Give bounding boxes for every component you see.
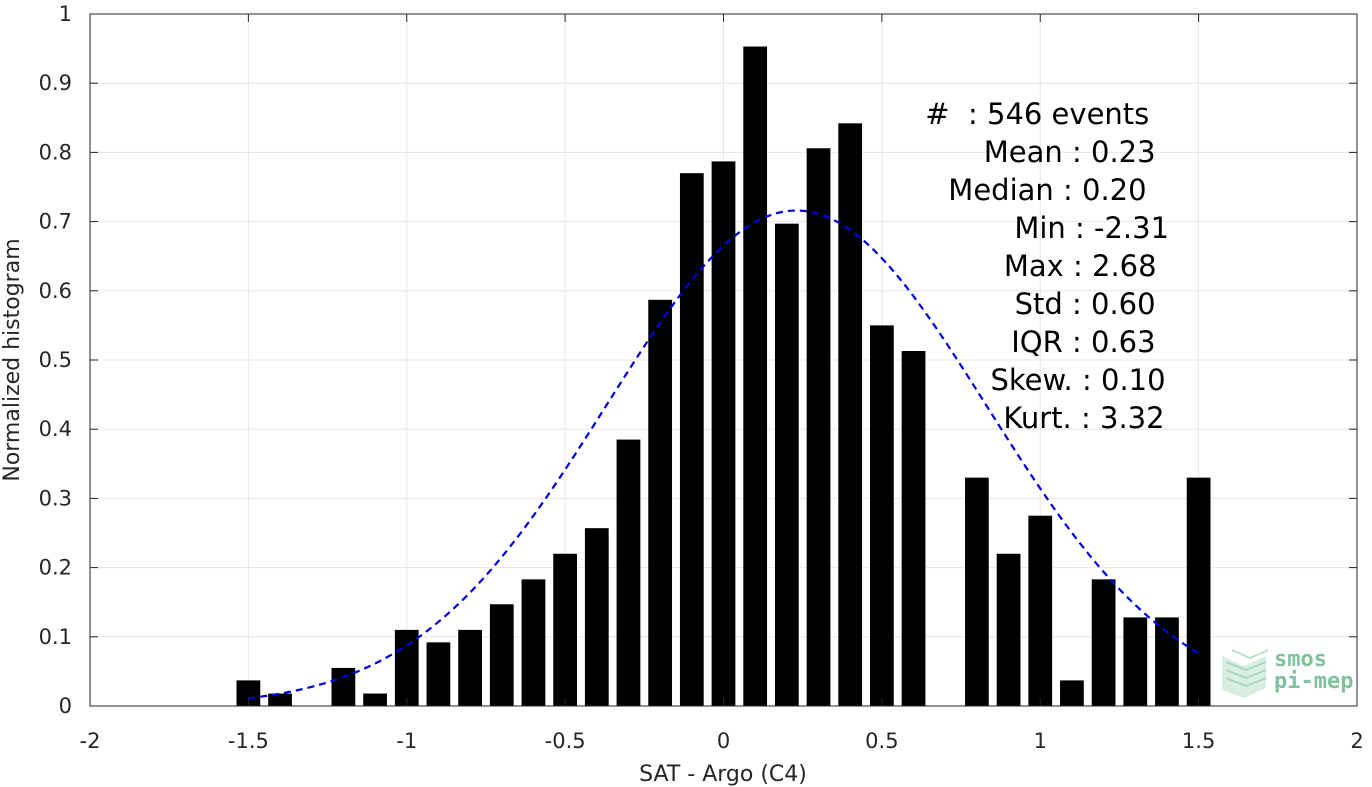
stats-skew-label: Skew. (990, 363, 1082, 397)
smos-pimep-logo: smos pi-mep (1222, 647, 1353, 698)
stats-max-label: Max (1004, 249, 1073, 283)
y-tick-label: 0 (59, 694, 72, 718)
y-tick-labels: 0 0.1 0.2 0.3 0.4 0.5 0.6 0.7 0.8 0.9 1 (39, 2, 72, 718)
histogram-bar (458, 629, 482, 706)
stats-box: # : 546 events Mean : 0.23 Median : 0.20… (925, 97, 1169, 435)
y-tick-label: 0.1 (39, 625, 72, 649)
x-tick-label: -1.5 (228, 729, 269, 753)
stats-kurt-value: : 3.32 (1081, 401, 1165, 435)
histogram-bar (268, 693, 292, 706)
y-tick-label: 0.9 (39, 71, 72, 95)
histogram-bar (394, 629, 419, 706)
x-axis-title: SAT - Argo (C4) (639, 762, 807, 787)
x-tick-label: 1.5 (1182, 729, 1215, 753)
y-tick-label: 0.3 (39, 486, 72, 510)
y-tick-label: 0.6 (39, 279, 72, 303)
stats-kurt-label: Kurt. (1003, 401, 1081, 435)
histogram-bar (553, 553, 578, 706)
histogram-bar (806, 148, 831, 707)
x-tick-label: 0 (717, 729, 730, 753)
y-axis-title: Normalized histogram (0, 238, 25, 481)
histogram-bar (1091, 579, 1116, 706)
histogram-bar (774, 223, 799, 706)
stats-median-label: Median (948, 173, 1063, 207)
logo-line-2: pi-mep (1274, 669, 1353, 694)
histogram-bar (743, 46, 768, 707)
y-tick-label: 1 (59, 2, 72, 26)
histogram-bar (1186, 477, 1211, 706)
histogram-bar (1155, 617, 1179, 706)
histogram-bar (426, 642, 451, 706)
histogram-bar (1123, 617, 1148, 706)
histogram-bar (331, 667, 356, 706)
histogram-bar (965, 477, 989, 706)
stats-median-value: : 0.20 (1063, 173, 1147, 207)
y-tick-label: 0.5 (39, 348, 72, 372)
y-tick-label: 0.4 (39, 417, 72, 441)
y-tick-label: 0.2 (39, 556, 72, 580)
logo-line-1: smos (1274, 647, 1327, 672)
histogram-bar (996, 553, 1021, 706)
histogram-bar (616, 439, 641, 706)
axis-ticks (89, 13, 1358, 707)
stats-skew-value: : 0.10 (1082, 363, 1166, 397)
histogram-bar (869, 325, 894, 706)
x-tick-label: 1 (1034, 729, 1047, 753)
logo-waves-icon (1222, 649, 1269, 698)
histogram-bar (901, 351, 926, 706)
y-tick-label: 0.7 (39, 210, 72, 234)
normal-fit-curve (248, 209, 1200, 700)
x-tick-label: -0.5 (545, 729, 586, 753)
x-tick-label: -2 (80, 729, 101, 753)
histogram-bar (236, 680, 261, 706)
histogram-bar (1060, 680, 1084, 706)
stats-mean-value: : 0.23 (1072, 135, 1156, 169)
stats-std-value: : 0.60 (1072, 287, 1156, 321)
histogram-bar (584, 528, 609, 706)
histogram-bar (838, 123, 863, 706)
stats-max-value: : 2.68 (1073, 249, 1157, 283)
stats-std-label: Std (1015, 287, 1072, 321)
histogram-bar (363, 693, 387, 706)
histogram-bar (1028, 515, 1053, 706)
stats-iqr-label: IQR (1011, 325, 1072, 359)
stats-count-label: # (925, 97, 968, 131)
x-tick-labels: -2 -1.5 -1 -0.5 0 0.5 1 1.5 2 (80, 729, 1364, 753)
stats-count-value: : 546 events (968, 97, 1149, 131)
x-tick-label: 0.5 (865, 729, 898, 753)
histogram-bars (236, 46, 1211, 707)
y-tick-label: 0.8 (39, 140, 72, 164)
stats-mean-label: Mean (984, 135, 1072, 169)
histogram-bar (648, 299, 673, 706)
histogram-bar (521, 579, 546, 706)
stats-min-label: Min (1014, 211, 1075, 245)
histogram-bar (489, 604, 514, 706)
stats-min-value: : -2.31 (1075, 211, 1169, 245)
histogram-bar (679, 173, 704, 706)
x-tick-label: -1 (396, 729, 417, 753)
histogram-bar (711, 161, 736, 706)
stats-iqr-value: : 0.63 (1072, 325, 1156, 359)
x-tick-label: 2 (1350, 729, 1363, 753)
